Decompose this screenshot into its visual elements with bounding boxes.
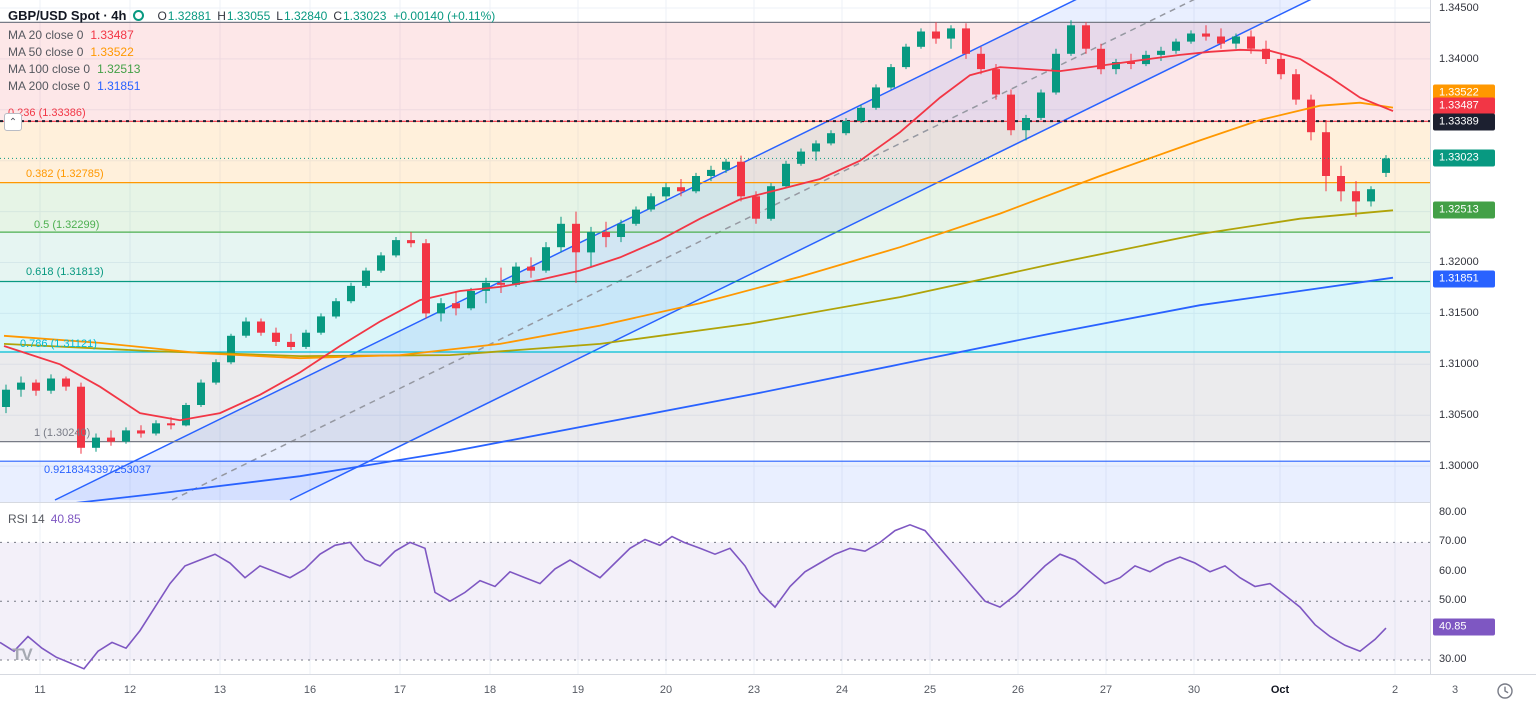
fib-label: 0.236 (1.33386) <box>8 107 86 119</box>
fib-label: 0.382 (1.32785) <box>26 168 104 180</box>
rsi-axis-label: 80.00 <box>1439 506 1467 518</box>
ohlc-values: O1.32881 H1.33055 L1.32840 C1.33023 +0.00140… <box>151 8 495 23</box>
price-pane[interactable]: GBP/USD Spot · 4h O1.32881 H1.33055 L1.328… <box>0 0 1430 502</box>
clock-icon[interactable] <box>1496 682 1514 705</box>
price-axis-label: 1.32000 <box>1439 256 1479 268</box>
time-axis-label: 16 <box>303 684 317 696</box>
ma-legend-row[interactable]: MA 200 close 0 1.31851 <box>8 77 495 94</box>
price-change: +0.00140 (+0.11%) <box>393 8 496 23</box>
ma-legend-value: 1.31851 <box>97 78 141 93</box>
price-axis-badge: 1.33389 <box>1433 113 1495 131</box>
ma-legend: MA 20 close 0 1.33487 MA 50 close 0 1.33522… <box>8 26 495 94</box>
tradingview-logo[interactable]: TV <box>12 645 33 665</box>
fib-label: 1 (1.30240) <box>34 427 91 439</box>
market-status-icon[interactable] <box>133 9 145 21</box>
ohlc-value: 1.33055 <box>226 8 271 23</box>
price-axis-label: 1.31500 <box>1439 307 1479 319</box>
ma-legend-row[interactable]: MA 50 close 0 1.33522 <box>8 43 495 60</box>
time-axis-label: 13 <box>213 684 227 696</box>
ohlc-value: 1.33023 <box>343 8 387 23</box>
ma50-line[interactable] <box>3 101 1394 360</box>
time-axis[interactable]: 11 12 13 16 17 18 19 20 23 24 25 26 27 30 Oct 2 3 <box>0 674 1536 708</box>
ma-legend-label: MA 50 close 0 <box>8 44 84 59</box>
rsi-line <box>0 523 1387 670</box>
time-axis-label: 18 <box>483 684 497 696</box>
time-axis-label: 3 <box>1451 684 1459 696</box>
ohlc-key: L <box>276 8 283 23</box>
fib-label: 0.9218343397253037 <box>44 464 152 476</box>
trend-median-line[interactable] <box>171 0 1430 501</box>
rsi-pane[interactable]: RSI 14 40.85 TV <box>0 502 1430 675</box>
time-axis-label: 24 <box>835 684 849 696</box>
price-axis-badge: 1.33487 <box>1433 97 1495 115</box>
ohlc-value: 1.32840 <box>283 8 328 23</box>
price-axis-badge: 1.33522 <box>1433 84 1495 102</box>
trend-channel-fill <box>55 0 1310 500</box>
tradingview-logo-text: TV <box>12 645 33 664</box>
time-axis-label: 12 <box>123 684 137 696</box>
ma-legend-label: MA 20 close 0 <box>8 27 84 42</box>
chevron-up-icon: ⌃ <box>8 116 18 128</box>
ma100-line[interactable] <box>3 209 1394 358</box>
time-axis-label: 17 <box>393 684 407 696</box>
ma-legend-value: 1.33487 <box>90 27 134 42</box>
time-axis-label: 11 <box>34 684 46 696</box>
fib-label: 0.5 (1.32299) <box>34 219 100 231</box>
price-axis[interactable]: 1.34500 1.34000 1.32000 1.31500 1.31000 1.305… <box>1430 0 1536 674</box>
ohlc-key: C <box>333 8 342 23</box>
rsi-axis-label: 30.00 <box>1439 653 1467 665</box>
ma-legend-label: MA 100 close 0 <box>8 61 91 76</box>
symbol-legend: GBP/USD Spot · 4h O1.32881 H1.33055 L1.328… <box>8 4 495 94</box>
price-axis-label: 1.30000 <box>1439 460 1479 472</box>
ma-legend-label: MA 200 close 0 <box>8 78 91 93</box>
ma-legend-value: 1.32513 <box>97 61 141 76</box>
ma-legend-row[interactable]: MA 100 close 0 1.32513 <box>8 60 495 77</box>
time-axis-label: 23 <box>747 684 761 696</box>
time-axis-label: 27 <box>1099 684 1113 696</box>
rsi-value-badge: 40.85 <box>1433 618 1495 636</box>
price-axis-label: 1.34000 <box>1439 53 1479 65</box>
time-axis-label: 2 <box>1391 684 1399 696</box>
time-axis-label: 30 <box>1187 684 1201 696</box>
time-axis-label: 26 <box>1011 684 1025 696</box>
trend-channel-line[interactable] <box>289 0 1430 501</box>
ma-legend-value: 1.33522 <box>90 44 134 59</box>
fib-zones <box>0 22 1430 502</box>
price-chart-canvas[interactable] <box>0 0 1430 502</box>
symbol-title-row: GBP/USD Spot · 4h O1.32881 H1.33055 L1.328… <box>8 4 495 26</box>
ohlc-value: 1.32881 <box>167 8 212 23</box>
price-axis-label: 1.30500 <box>1439 409 1479 421</box>
rsi-chart-canvas[interactable] <box>0 503 1430 675</box>
rsi-axis-label: 70.00 <box>1439 535 1467 547</box>
price-axis-label: 1.34500 <box>1439 2 1479 14</box>
ohlc-key: H <box>217 8 226 23</box>
time-axis-label: 25 <box>923 684 937 696</box>
price-axis-badge: 1.31851 <box>1433 270 1495 288</box>
ma200-line[interactable] <box>60 276 1394 502</box>
price-axis-badge: 1.33023 <box>1433 149 1495 167</box>
ma-legend-row[interactable]: MA 20 close 0 1.33487 <box>8 26 495 43</box>
price-axis-badge: 1.32513 <box>1433 201 1495 219</box>
fib-label: 0.786 (1.31121) <box>20 338 97 350</box>
chevron-up-button[interactable]: ⌃ <box>4 113 22 131</box>
symbol-title[interactable]: GBP/USD Spot · 4h <box>8 7 127 23</box>
ohlc-key: O <box>157 8 167 23</box>
time-axis-label: Oct <box>1270 684 1290 696</box>
rsi-value: 40.85 <box>50 512 81 526</box>
time-axis-label: 19 <box>571 684 585 696</box>
ma20-line[interactable] <box>3 48 1394 422</box>
rsi-legend: RSI 14 40.85 <box>8 512 81 526</box>
rsi-axis-label: 60.00 <box>1439 565 1467 577</box>
rsi-label[interactable]: RSI 14 <box>8 512 45 526</box>
fib-label: 0.618 (1.31813) <box>26 266 104 278</box>
price-axis-label: 1.31000 <box>1439 358 1479 370</box>
time-axis-label: 20 <box>659 684 673 696</box>
rsi-axis-label: 50.00 <box>1439 594 1467 606</box>
